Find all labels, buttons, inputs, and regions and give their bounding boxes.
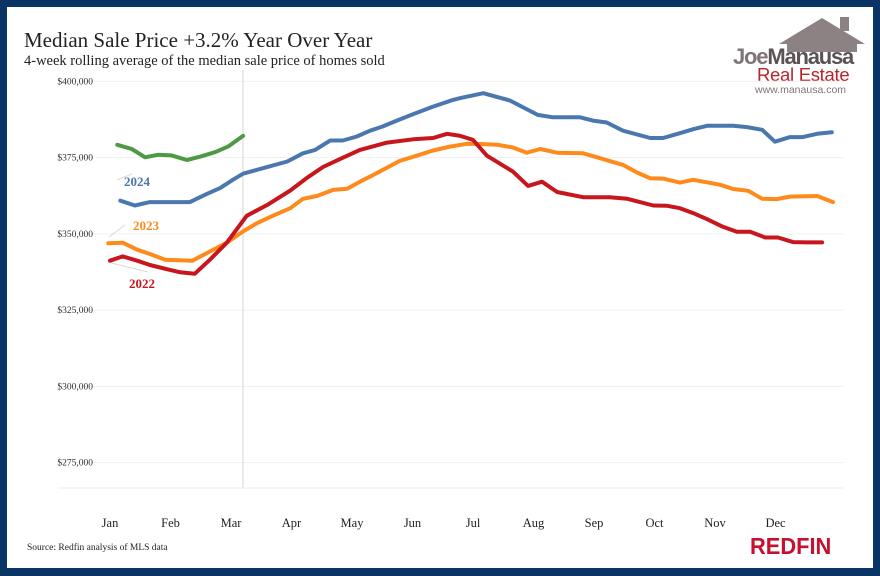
series-line-2024 [118,91,834,208]
series-line-2023 [106,141,835,263]
series-line-current [115,133,246,162]
x-tick-label: Sep [585,516,604,530]
source-note: Source: Redfin analysis of MLS data [27,543,168,553]
x-tick-label: Feb [161,516,180,530]
logo-name: JoeManausa [733,44,854,69]
y-tick-label: $275,000 [57,458,93,469]
y-tick-label: $325,000 [57,305,93,316]
joe-manausa-logo: JoeManausa Real Estate www.manausa.com [722,14,872,98]
redfin-logo: REDFIN [750,533,832,559]
y-tick-label: $350,000 [57,229,93,240]
x-tick-label: Jan [102,516,119,530]
label-leader-2023 [108,224,126,238]
chart-panel [7,7,873,568]
x-tick-label: Jul [466,516,481,530]
y-tick-label: $300,000 [57,381,93,392]
x-tick-label: Nov [704,516,726,530]
x-tick-label: May [341,516,365,530]
label-leader-2022 [110,262,149,273]
series-label-2023: 2023 [133,218,160,233]
x-tick-label: Mar [221,516,243,530]
series-label-2024: 2024 [124,174,151,189]
x-tick-label: Jun [404,516,422,530]
x-tick-label: Oct [645,516,664,530]
gridlines [58,80,843,464]
logo-real-estate: Real Estate [757,64,850,85]
label-leader-2024 [116,173,133,181]
chart-title: Median Sale Price +3.2% Year Over Year [24,28,373,52]
x-tick-label: Dec [765,516,786,530]
x-tick-label: Aug [523,516,545,530]
house-icon [779,17,865,52]
y-tick-label: $400,000 [57,76,93,87]
logo-url: www.manausa.com [755,84,847,96]
series-label-2022: 2022 [129,276,155,291]
chart-subtitle: 4-week rolling average of the median sal… [24,53,385,69]
y-tick-label: $375,000 [57,153,93,164]
x-tick-label: Apr [282,516,302,530]
series-line-2022 [108,131,825,276]
